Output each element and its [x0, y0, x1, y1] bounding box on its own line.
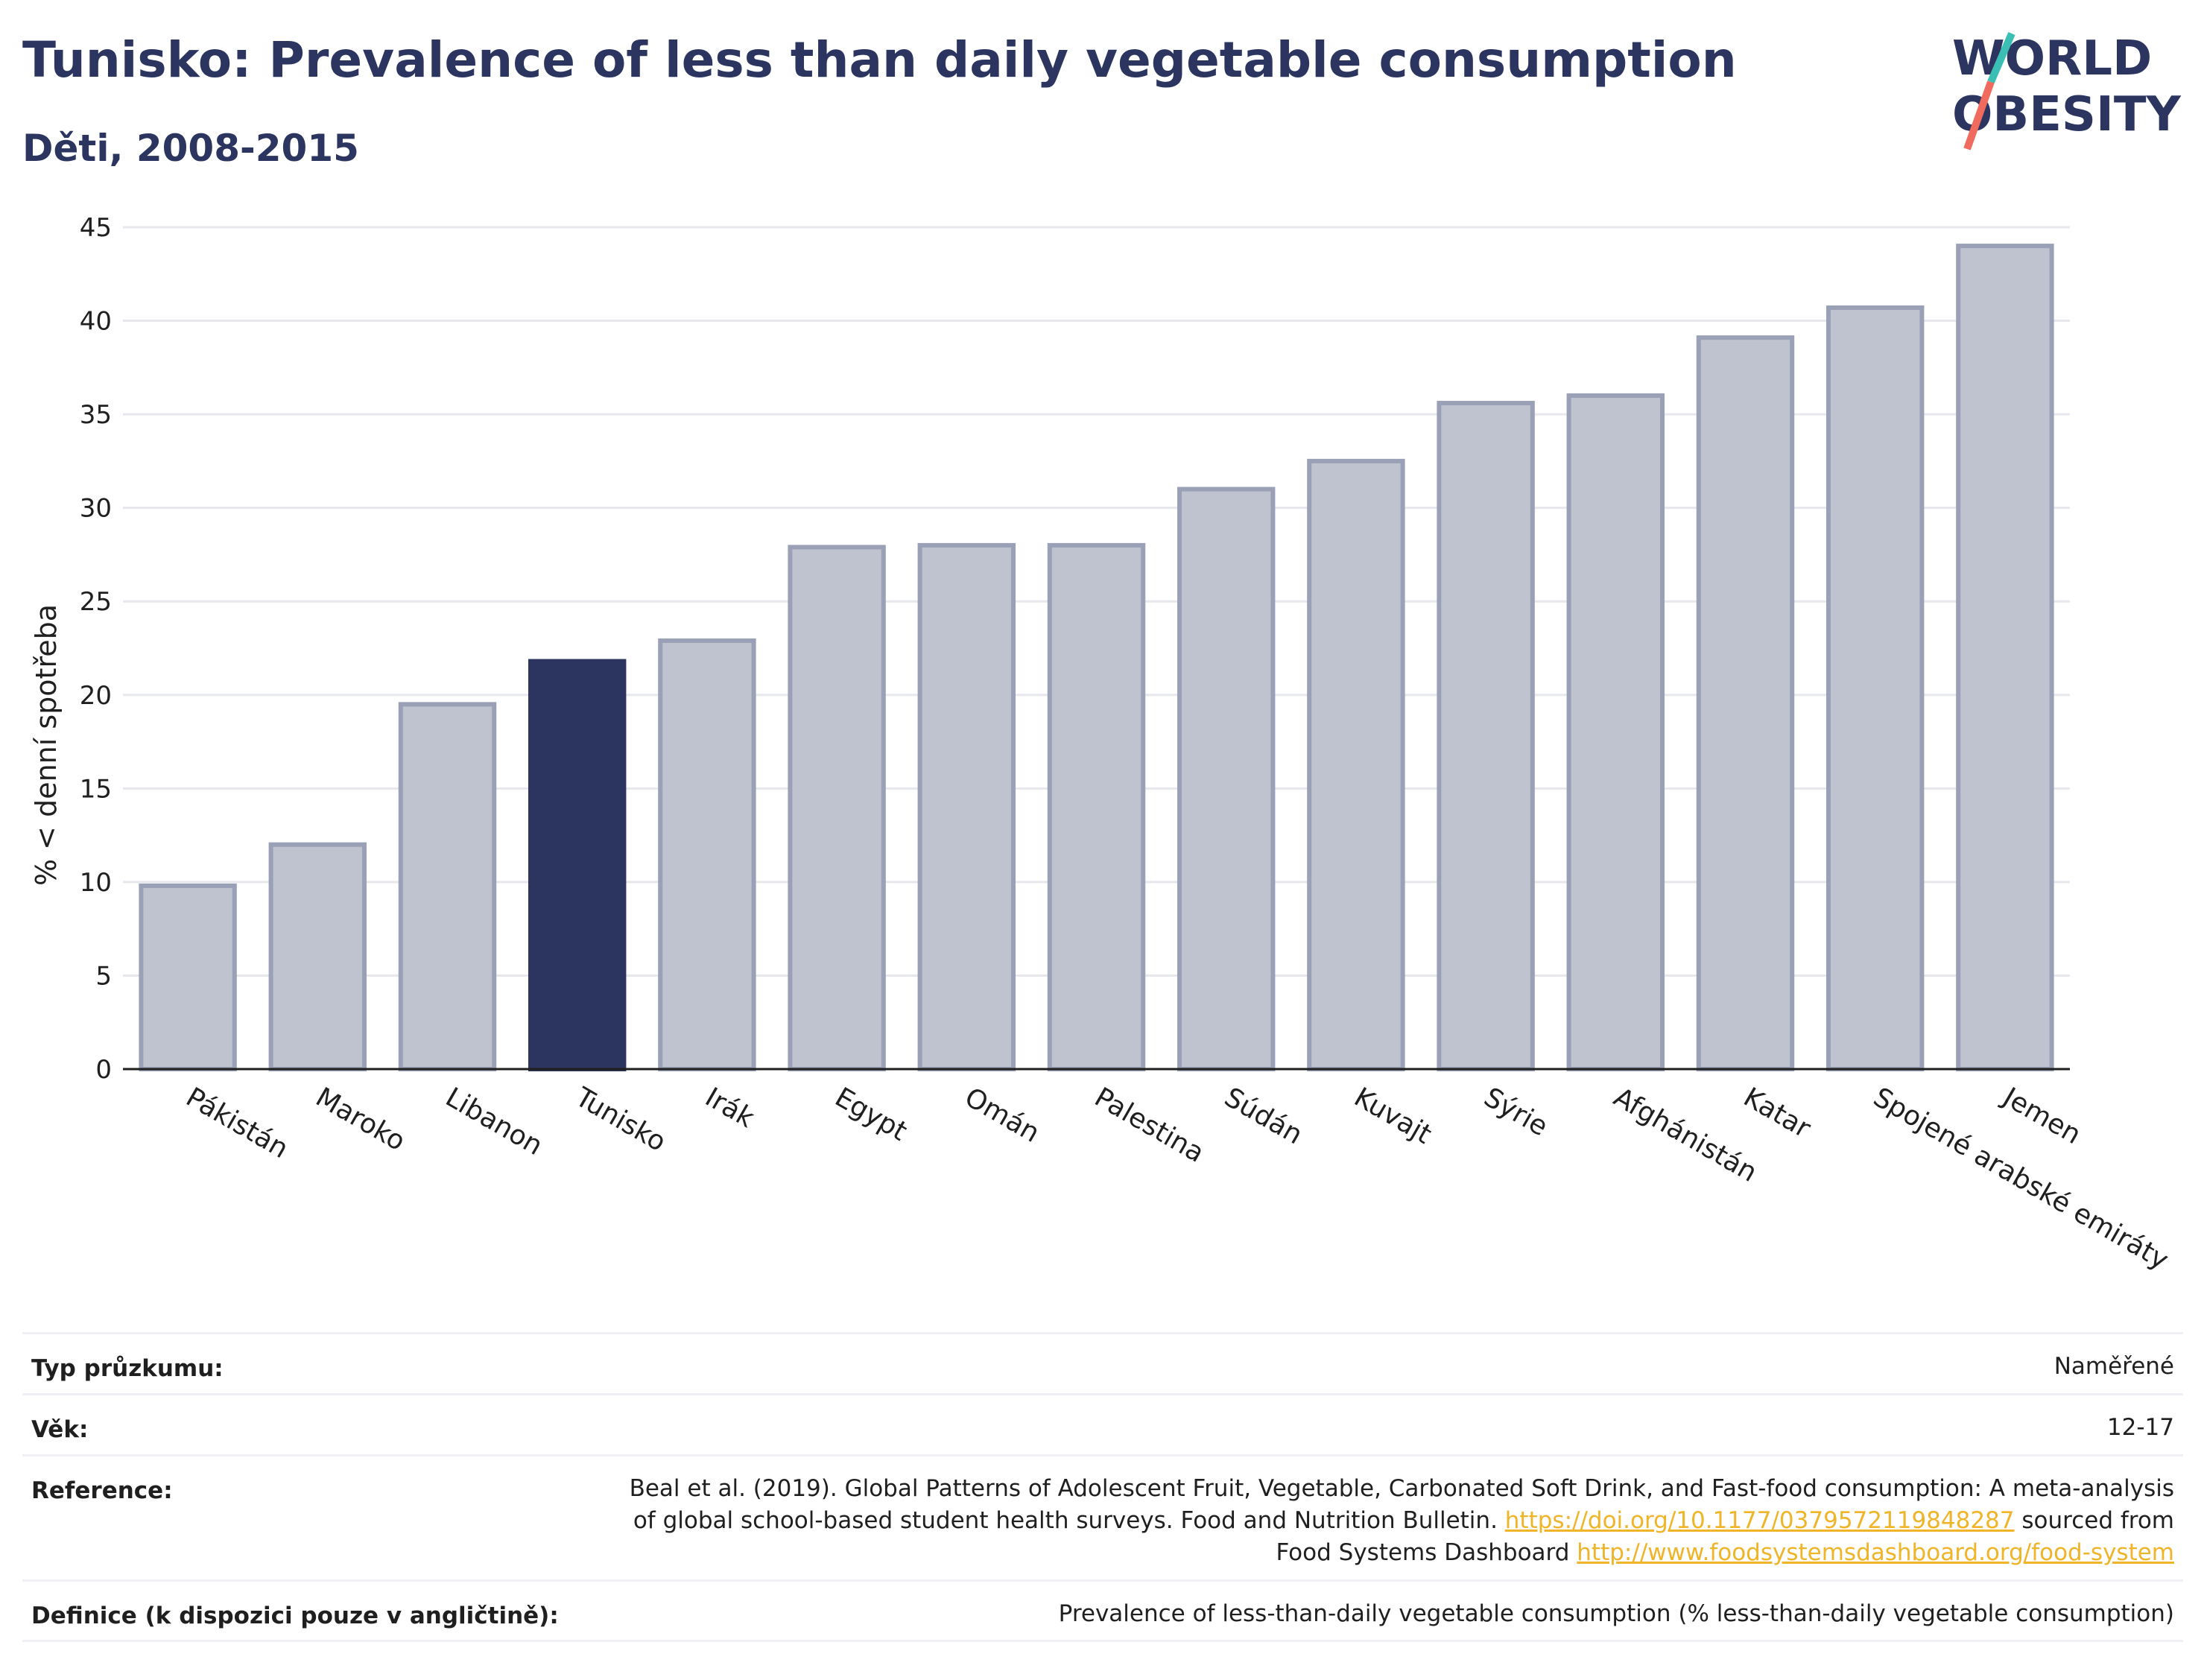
- bar-13: [1696, 335, 1795, 1071]
- doi-link[interactable]: https://doi.org/10.1177/0379572119848287: [1504, 1507, 2015, 1534]
- bar-14: [1825, 305, 1925, 1071]
- info-key: Definice (k dispozici pouze v angličtině…: [31, 1603, 559, 1629]
- reference-line-2: of global school-based student health su…: [633, 1507, 1498, 1534]
- reference-text: Beal et al. (2019). Global Patterns of A…: [630, 1456, 2174, 1579]
- info-key: Typ průzkumu:: [31, 1355, 224, 1382]
- logo-text-obesity: OBESITY: [1952, 87, 2181, 142]
- x-tick-label: Omán: [960, 1082, 1045, 1149]
- bar-12: [1566, 393, 1665, 1071]
- y-tick-label: 25: [80, 587, 112, 617]
- info-row-definition: Definice (k dispozici pouze v angličtině…: [22, 1579, 2183, 1642]
- y-tick-label: 15: [80, 774, 112, 804]
- bar-5: [658, 638, 756, 1071]
- y-tick-label: 30: [80, 494, 112, 524]
- reference-line-3: Food Systems Dashboard: [1276, 1539, 1577, 1566]
- world-obesity-logo: WORLD OBESITY: [1952, 31, 2181, 150]
- info-value: 12-17: [2106, 1414, 2174, 1441]
- bar-11: [1437, 401, 1535, 1071]
- x-tick-label: Kuvajt: [1349, 1082, 1437, 1150]
- y-tick-label: 5: [95, 961, 112, 991]
- y-tick-label: 20: [80, 681, 112, 711]
- info-table: Typ průzkumu: Naměřené Věk: 12-17 Refere…: [22, 1332, 2183, 1642]
- x-tick-label: Irák: [700, 1082, 759, 1134]
- bar-15: [1956, 244, 2054, 1072]
- info-key: Reference:: [31, 1477, 173, 1504]
- y-axis-title: % < denní spotřeba: [30, 604, 63, 886]
- bar-8: [1047, 542, 1146, 1071]
- logo-slash-teal: [1987, 32, 2015, 83]
- logo-text-world: WORLD: [1952, 31, 2152, 86]
- x-tick-label: Palestina: [1089, 1082, 1209, 1169]
- x-tick-label: Súdán: [1219, 1082, 1308, 1150]
- bar-3: [398, 702, 497, 1071]
- y-tick-label: 35: [80, 400, 112, 430]
- x-tick-label: Afghánistán: [1609, 1082, 1762, 1188]
- bar-chart: 0 5 10 15 20 25 30 35 40 45 Pákistán Maroko Libanon…: [30, 213, 2173, 1276]
- bars: [139, 244, 2054, 1072]
- info-value: Prevalence of less-than-daily vegetable …: [1058, 1600, 2174, 1627]
- info-value: Naměřené: [2053, 1353, 2174, 1380]
- x-tick-label: Pákistán: [181, 1082, 294, 1164]
- chart-subtitle: Děti, 2008-2015: [22, 127, 359, 170]
- reference-mid-text: sourced from: [2014, 1507, 2174, 1534]
- y-tick-label: 40: [80, 307, 112, 337]
- x-tick-label: Katar: [1738, 1082, 1816, 1144]
- bar-6: [788, 545, 886, 1071]
- x-tick-label: Jemen: [1997, 1081, 2086, 1150]
- info-row-age: Věk: 12-17: [22, 1393, 2183, 1454]
- x-tick-labels: Pákistán Maroko Libanon Tunisko Irák Egypt Omá…: [181, 1081, 2173, 1275]
- x-tick-label: Egypt: [830, 1082, 912, 1147]
- info-row-survey-type: Typ průzkumu: Naměřené: [22, 1332, 2183, 1393]
- info-row-reference: Reference: Beal et al. (2019). Global Pa…: [22, 1454, 2183, 1579]
- bar-2: [268, 842, 367, 1071]
- chart-title: Tunisko: Prevalence of less than daily v…: [22, 31, 1737, 89]
- x-tick-label: Maroko: [311, 1082, 411, 1157]
- bar-7: [917, 542, 1016, 1071]
- y-tick-label: 10: [80, 868, 112, 898]
- y-tick-label: 0: [95, 1055, 112, 1085]
- reference-line-1: Beal et al. (2019). Global Patterns of A…: [629, 1475, 2174, 1502]
- x-tick-label: Sýrie: [1479, 1082, 1553, 1142]
- y-tick-labels: 0 5 10 15 20 25 30 35 40 45: [80, 213, 112, 1085]
- bar-4: [528, 659, 627, 1071]
- x-tick-label: Libanon: [440, 1082, 548, 1161]
- x-tick-label: Tunisko: [569, 1082, 671, 1158]
- logo-slash-coral: [1963, 80, 1995, 150]
- bar-10: [1307, 458, 1405, 1071]
- y-tick-label: 45: [80, 213, 112, 243]
- bar-1: [139, 883, 237, 1072]
- info-key: Věk:: [31, 1416, 89, 1443]
- food-systems-link[interactable]: http://www.foodsystemsdashboard.org/food…: [1577, 1539, 2174, 1566]
- bar-9: [1177, 486, 1276, 1071]
